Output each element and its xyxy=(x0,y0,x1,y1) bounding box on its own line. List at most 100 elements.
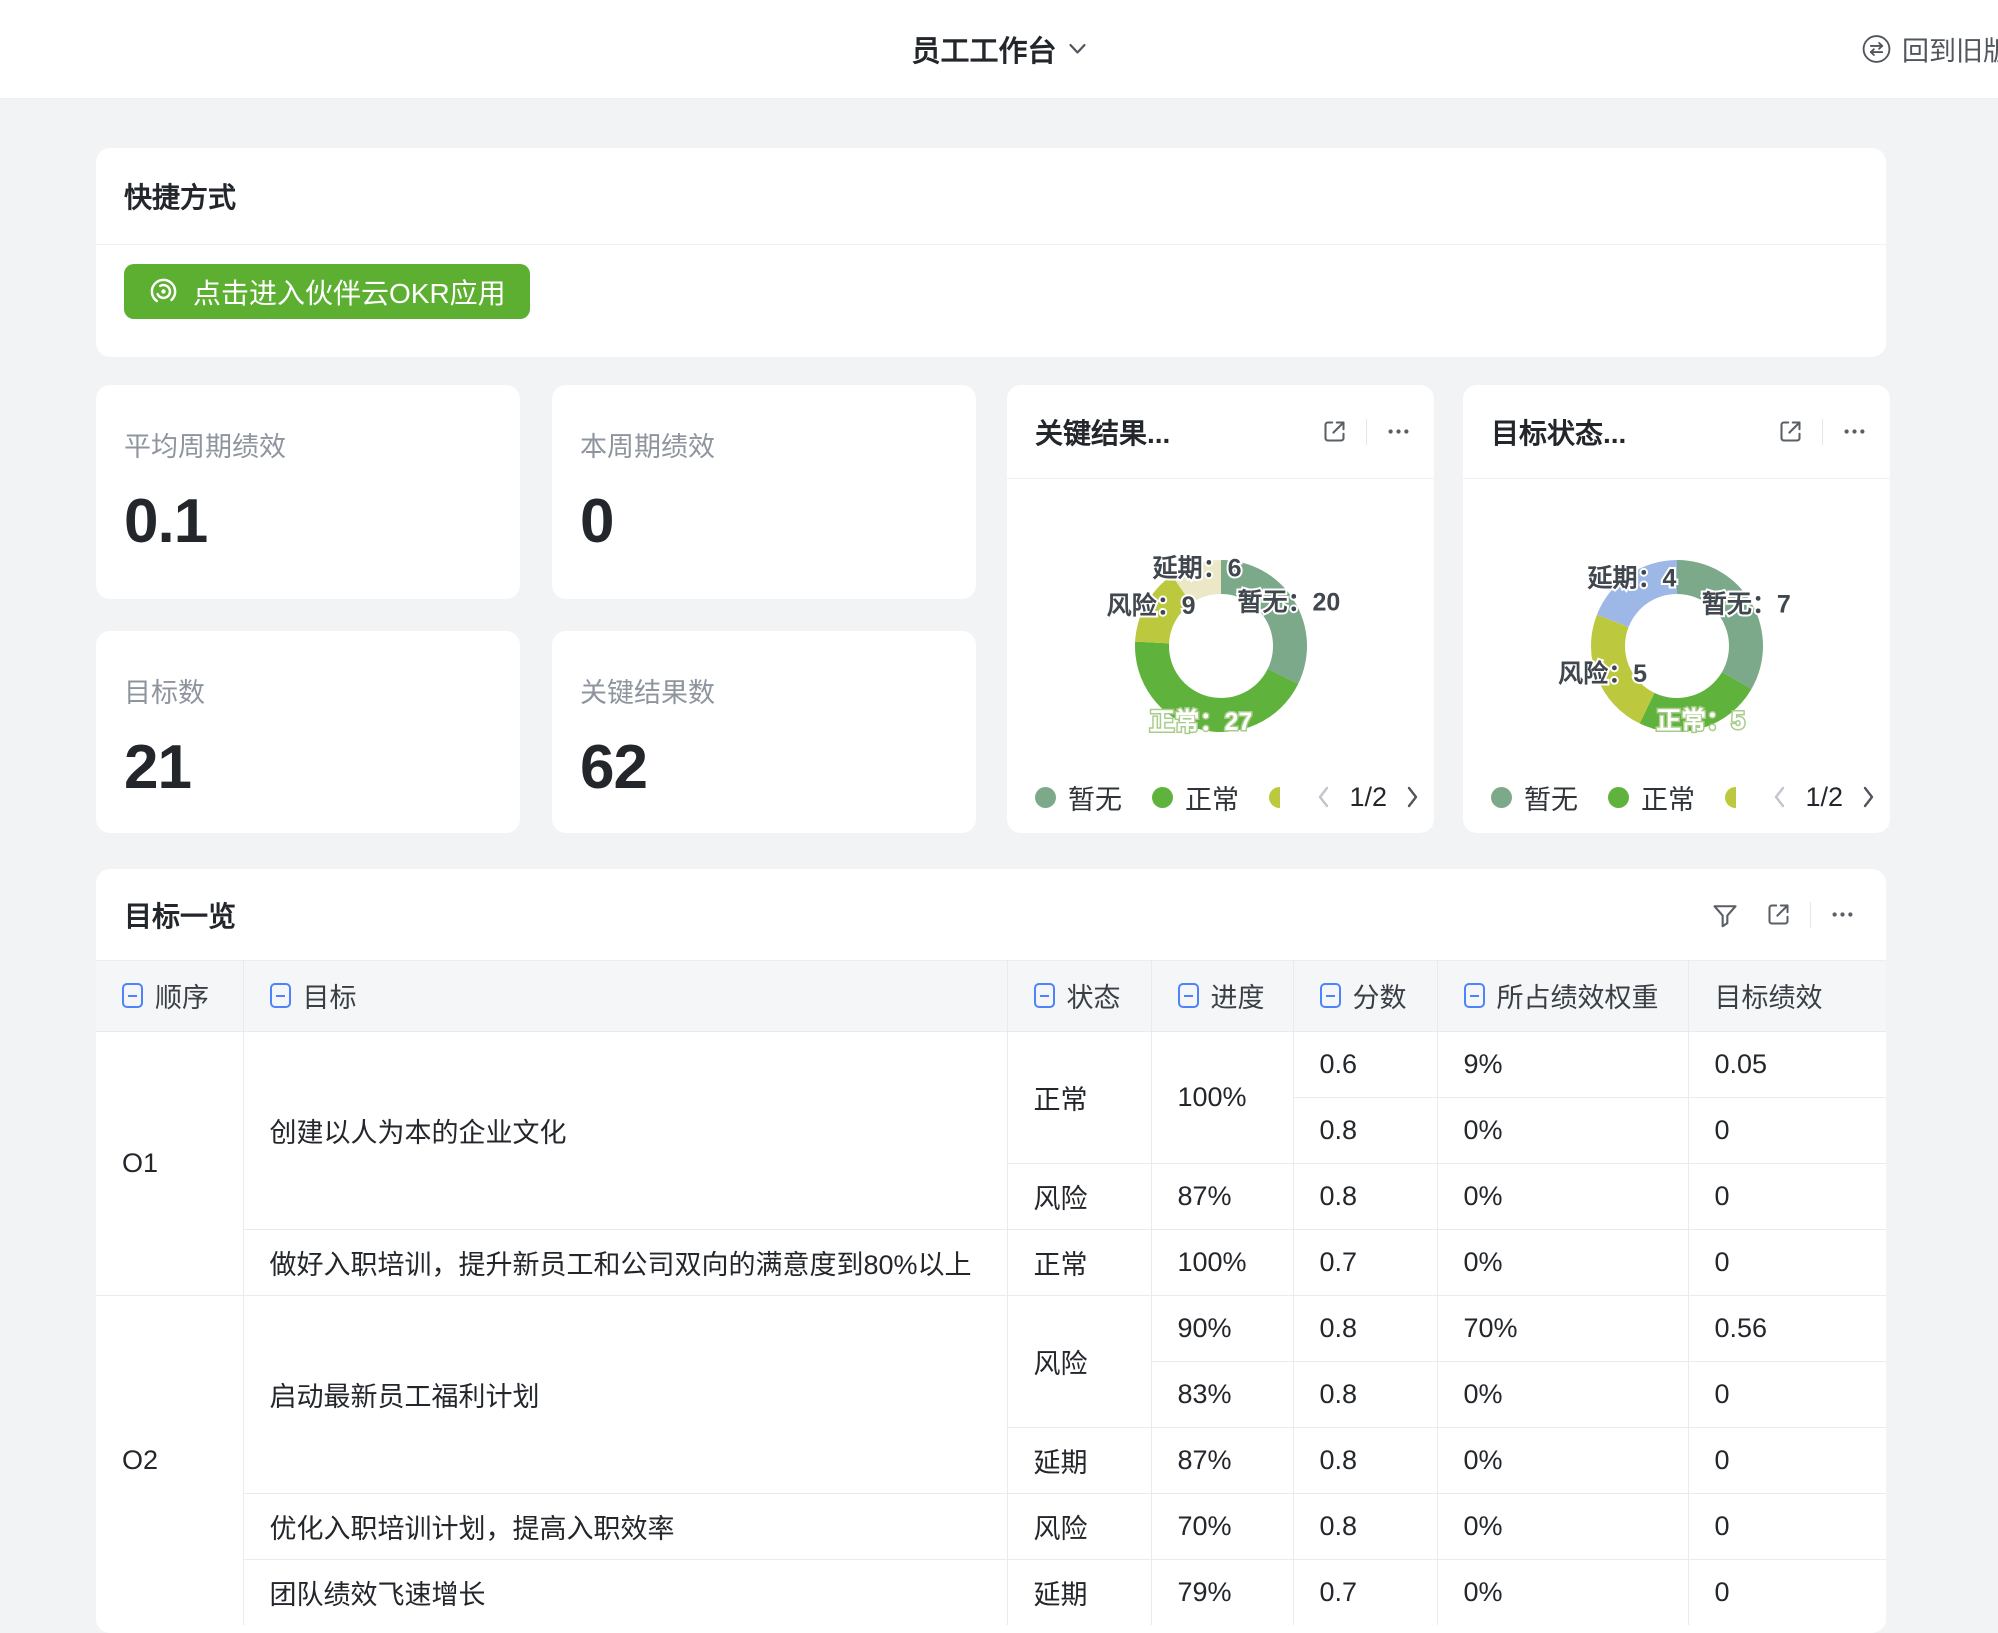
donut-segment-1[interactable] xyxy=(1134,641,1299,732)
workspace-title-dropdown[interactable]: 员工工作台 xyxy=(911,28,1086,70)
table-header-row: 顺序 目标 状态 进度 分数 所占绩效权重 目标绩效 xyxy=(96,961,1886,1032)
collapse-column-icon[interactable] xyxy=(269,983,291,1009)
donut-segment-0[interactable] xyxy=(1221,560,1307,684)
legend-pager: 1/2 xyxy=(1304,776,1420,818)
table-cell: 100% xyxy=(1151,1228,1294,1295)
table-cell: 0% xyxy=(1437,1162,1689,1229)
legend-dot-icon xyxy=(1269,786,1280,808)
topbar: 员工工作台 回到旧版 xyxy=(0,0,1998,99)
table-cell: 0 xyxy=(1688,1096,1886,1163)
legend-item[interactable]: 暂无 xyxy=(1491,779,1578,815)
table-cell: 70% xyxy=(1437,1294,1689,1361)
divider xyxy=(1366,418,1367,445)
open-okr-app-label: 点击进入伙伴云OKR应用 xyxy=(193,277,506,309)
table-cell: 0 xyxy=(1688,1360,1886,1427)
chart-legend: 暂无 正常 xyxy=(1491,779,1876,815)
table-row-0: O1 创建以人为本的企业文化 正常 100% 0.6 9% 0.05 xyxy=(96,1030,1886,1295)
stat-card-avg-cycle-performance: 平均周期绩效 0.1 xyxy=(96,385,520,599)
key-results-donut-chart: 暂无：20 正常：27 风险：9 延期：6 xyxy=(1105,552,1343,737)
legend-prev-button[interactable] xyxy=(1772,785,1787,809)
legend-dot-icon xyxy=(1491,786,1512,808)
legend-next-button[interactable] xyxy=(1405,785,1420,809)
back-to-old-version-button[interactable]: 回到旧版 xyxy=(1861,30,1998,69)
table-cell: 70% xyxy=(1151,1492,1294,1559)
more-options-icon[interactable] xyxy=(1829,901,1856,928)
divider xyxy=(1810,901,1811,928)
chart-title: 关键结果... xyxy=(1035,417,1171,449)
table-cell: O2 xyxy=(96,1294,244,1625)
filter-icon[interactable] xyxy=(1711,901,1739,929)
table-cell: 延期 xyxy=(1007,1426,1152,1493)
table-cell: 团队绩效飞速增长 xyxy=(243,1558,1008,1625)
collapse-column-icon[interactable] xyxy=(1177,983,1199,1009)
legend-item[interactable]: 正常 xyxy=(1152,779,1239,815)
collapse-column-icon[interactable] xyxy=(122,983,143,1009)
table-cell: 0.8 xyxy=(1293,1294,1438,1361)
stat-label: 本周期绩效 xyxy=(580,432,715,462)
stat-label: 目标数 xyxy=(124,678,205,708)
stat-value: 62 xyxy=(580,733,648,802)
column-header-label: 目标 xyxy=(302,983,357,1014)
legend-label: 暂无 xyxy=(1524,784,1578,815)
column-header-label: 状态 xyxy=(1066,983,1121,1014)
donut-segment-3[interactable] xyxy=(1171,560,1221,604)
table-cell: 83% xyxy=(1151,1360,1294,1427)
legend-dot-icon xyxy=(1152,786,1173,808)
table-cell: 0 xyxy=(1688,1426,1886,1493)
legend-page-indicator: 1/2 xyxy=(1349,781,1387,812)
employee-workbench-page: { "topbar": { "title": "员工工作台", "back_to… xyxy=(0,0,1998,1598)
stat-card-objective-count: 目标数 21 xyxy=(96,631,520,833)
table-cell: 风险 xyxy=(1007,1492,1152,1559)
table-cell: 0.6 xyxy=(1293,1030,1438,1097)
legend-label: 暂无 xyxy=(1068,784,1122,815)
chart-legend: 暂无 正常 xyxy=(1035,779,1420,815)
donut-label-0: 暂无：7 xyxy=(1702,590,1791,619)
table-cell: 0% xyxy=(1437,1360,1689,1427)
column-header-2: 状态 xyxy=(1007,961,1152,1032)
collapse-column-icon[interactable] xyxy=(1463,983,1485,1009)
column-header-label: 目标绩效 xyxy=(1714,983,1823,1014)
objective-status-donut-chart: 暂无：7 正常：5 风险：5 延期：4 xyxy=(1556,560,1793,737)
table-cell: 0 xyxy=(1688,1492,1886,1559)
column-header-label: 顺序 xyxy=(155,983,209,1014)
table-row-8: 团队绩效飞速增长 延期 79% 0.7 0% 0 xyxy=(96,1558,1886,1625)
donut-label-3: 延期：4 xyxy=(1586,565,1676,593)
more-options-icon[interactable] xyxy=(1385,418,1412,445)
table-cell: 79% xyxy=(1151,1558,1294,1625)
open-in-new-icon[interactable] xyxy=(1321,418,1348,445)
table-row-3: 做好入职培训，提升新员工和公司双向的满意度到80%以上 正常 100% 0.7 0% 0 xyxy=(96,1228,1886,1295)
chart-title: 目标状态... xyxy=(1491,417,1627,449)
legend-prev-button[interactable] xyxy=(1316,785,1331,809)
donut-segment-2[interactable] xyxy=(1135,575,1192,644)
legend-item[interactable]: 暂无 xyxy=(1035,779,1122,815)
open-in-new-icon[interactable] xyxy=(1777,418,1804,445)
objectives-table: 顺序 目标 状态 进度 分数 所占绩效权重 目标绩效 O1 创建以人为本的企业文化 正常 100%… xyxy=(96,961,1886,1625)
donut-segment-0[interactable] xyxy=(1677,560,1764,689)
donut-segment-2[interactable] xyxy=(1590,614,1655,724)
open-okr-app-button[interactable]: 点击进入伙伴云OKR应用 xyxy=(124,264,530,319)
table-cell: 风险 xyxy=(1007,1294,1152,1427)
more-options-icon[interactable] xyxy=(1841,418,1868,445)
stat-label: 平均周期绩效 xyxy=(124,432,286,462)
table-cell: 0.7 xyxy=(1293,1228,1438,1295)
donut-segment-1[interactable] xyxy=(1639,672,1752,732)
donut-label-0: 暂无：20 xyxy=(1237,587,1340,616)
donut-segment-3[interactable] xyxy=(1596,560,1677,627)
table-row-6: 延期 87% 0.8 0% 0 xyxy=(96,1426,1886,1493)
open-in-new-icon[interactable] xyxy=(1765,901,1792,928)
legend-dot-icon xyxy=(1725,786,1736,808)
legend-page-indicator: 1/2 xyxy=(1805,781,1843,812)
collapse-column-icon[interactable] xyxy=(1319,983,1341,1009)
legend-next-button[interactable] xyxy=(1861,785,1876,809)
legend-dot-icon xyxy=(1608,786,1629,808)
table-row-5: 83% 0.8 0% 0 xyxy=(96,1360,1886,1427)
switch-version-icon xyxy=(1862,35,1891,63)
legend-item[interactable]: 正常 xyxy=(1608,779,1695,815)
table-cell: 0 xyxy=(1688,1162,1886,1229)
column-header-3: 进度 xyxy=(1151,961,1294,1032)
stat-card-key-result-count: 关键结果数 62 xyxy=(552,631,976,833)
table-cell: 87% xyxy=(1151,1162,1294,1229)
collapse-column-icon[interactable] xyxy=(1033,983,1055,1009)
donut-label-3: 延期：6 xyxy=(1152,554,1242,582)
table-cell: 0% xyxy=(1437,1426,1689,1493)
